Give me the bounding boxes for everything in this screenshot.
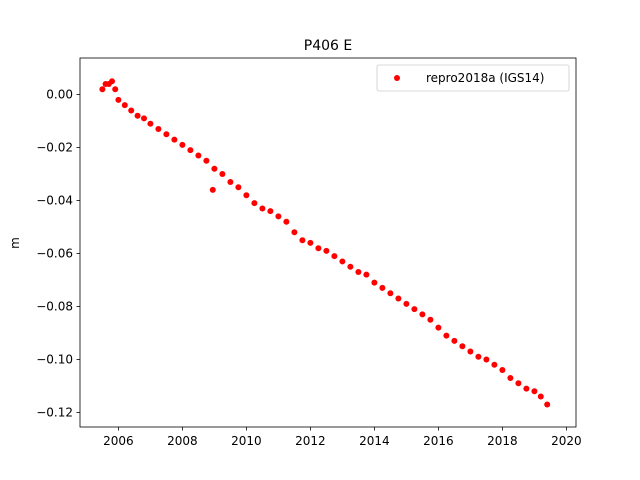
data-point bbox=[163, 131, 170, 138]
data-point bbox=[134, 112, 141, 119]
y-tick-label: −0.10 bbox=[36, 352, 73, 366]
y-tick-label: −0.06 bbox=[36, 246, 73, 260]
y-tick-label: −0.12 bbox=[36, 405, 73, 419]
data-point bbox=[227, 178, 234, 185]
legend-marker bbox=[394, 75, 400, 81]
x-tick-label: 2018 bbox=[487, 434, 518, 448]
data-point bbox=[537, 393, 544, 400]
data-point bbox=[323, 247, 330, 254]
legend: repro2018a (IGS14) bbox=[376, 64, 570, 92]
data-point bbox=[427, 316, 434, 323]
data-point bbox=[267, 208, 274, 215]
data-point bbox=[141, 115, 147, 122]
data-point bbox=[435, 324, 442, 331]
data-point bbox=[395, 295, 402, 302]
data-point bbox=[459, 343, 466, 350]
data-point bbox=[147, 120, 154, 127]
x-tick-label: 2006 bbox=[103, 434, 134, 448]
x-tick-label: 2010 bbox=[231, 434, 262, 448]
data-point bbox=[235, 184, 242, 191]
x-tick-label: 2014 bbox=[359, 434, 390, 448]
data-point bbox=[483, 356, 490, 363]
data-point bbox=[155, 125, 162, 132]
data-point bbox=[363, 271, 370, 278]
data-point bbox=[347, 263, 354, 270]
data-point bbox=[259, 205, 266, 212]
data-point bbox=[387, 290, 394, 297]
data-point bbox=[179, 141, 186, 148]
data-point bbox=[115, 96, 122, 103]
data-point bbox=[403, 300, 410, 307]
legend-box bbox=[376, 64, 570, 92]
data-point bbox=[491, 361, 498, 368]
y-tick-label: −0.02 bbox=[36, 141, 73, 155]
data-point bbox=[443, 332, 450, 339]
data-point bbox=[331, 253, 338, 260]
data-point bbox=[128, 107, 135, 114]
data-point bbox=[315, 245, 322, 252]
chart-title: P406 E bbox=[304, 38, 352, 54]
data-point bbox=[219, 171, 226, 178]
data-point bbox=[411, 306, 418, 313]
data-point bbox=[307, 239, 314, 246]
data-point bbox=[99, 86, 106, 93]
y-axis-label: m bbox=[8, 237, 22, 249]
data-point bbox=[507, 374, 514, 381]
data-point bbox=[379, 284, 386, 291]
data-point bbox=[419, 311, 426, 318]
plot-frame bbox=[79, 57, 577, 428]
data-point bbox=[109, 78, 115, 85]
data-point bbox=[275, 213, 282, 220]
x-axis-ticks: 2006 2008 2010 2012 2014 2016 2018 2020 bbox=[103, 427, 582, 448]
data-points bbox=[99, 78, 551, 408]
data-point bbox=[291, 229, 298, 236]
data-point bbox=[339, 258, 346, 265]
data-point bbox=[299, 237, 306, 244]
x-tick-label: 2016 bbox=[423, 434, 454, 448]
y-axis-ticks: 0.00 −0.02 −0.04 −0.06 −0.08 −0.10 −0.12 bbox=[36, 88, 80, 419]
data-point bbox=[121, 102, 128, 109]
data-point bbox=[243, 192, 250, 199]
data-point bbox=[187, 147, 194, 154]
data-point bbox=[467, 348, 474, 355]
data-point bbox=[544, 401, 551, 408]
data-point bbox=[211, 165, 218, 172]
data-point bbox=[195, 152, 202, 159]
data-point bbox=[371, 279, 378, 286]
legend-label: repro2018a (IGS14) bbox=[426, 71, 544, 85]
data-point bbox=[475, 353, 482, 360]
data-point bbox=[171, 136, 178, 143]
y-tick-label: −0.04 bbox=[36, 194, 73, 208]
data-point bbox=[203, 157, 210, 164]
x-tick-label: 2012 bbox=[295, 434, 326, 448]
data-point bbox=[251, 200, 258, 207]
data-point bbox=[515, 380, 522, 387]
x-tick-label: 2008 bbox=[167, 434, 198, 448]
data-point bbox=[209, 186, 216, 193]
data-point bbox=[283, 218, 290, 225]
data-point bbox=[499, 367, 506, 374]
data-point bbox=[451, 337, 458, 344]
data-point bbox=[355, 269, 362, 276]
data-point bbox=[531, 388, 538, 395]
y-tick-label: 0.00 bbox=[46, 88, 73, 102]
data-point bbox=[523, 385, 530, 392]
y-tick-label: −0.08 bbox=[36, 299, 73, 313]
data-point bbox=[112, 86, 119, 93]
x-tick-label: 2020 bbox=[551, 434, 582, 448]
